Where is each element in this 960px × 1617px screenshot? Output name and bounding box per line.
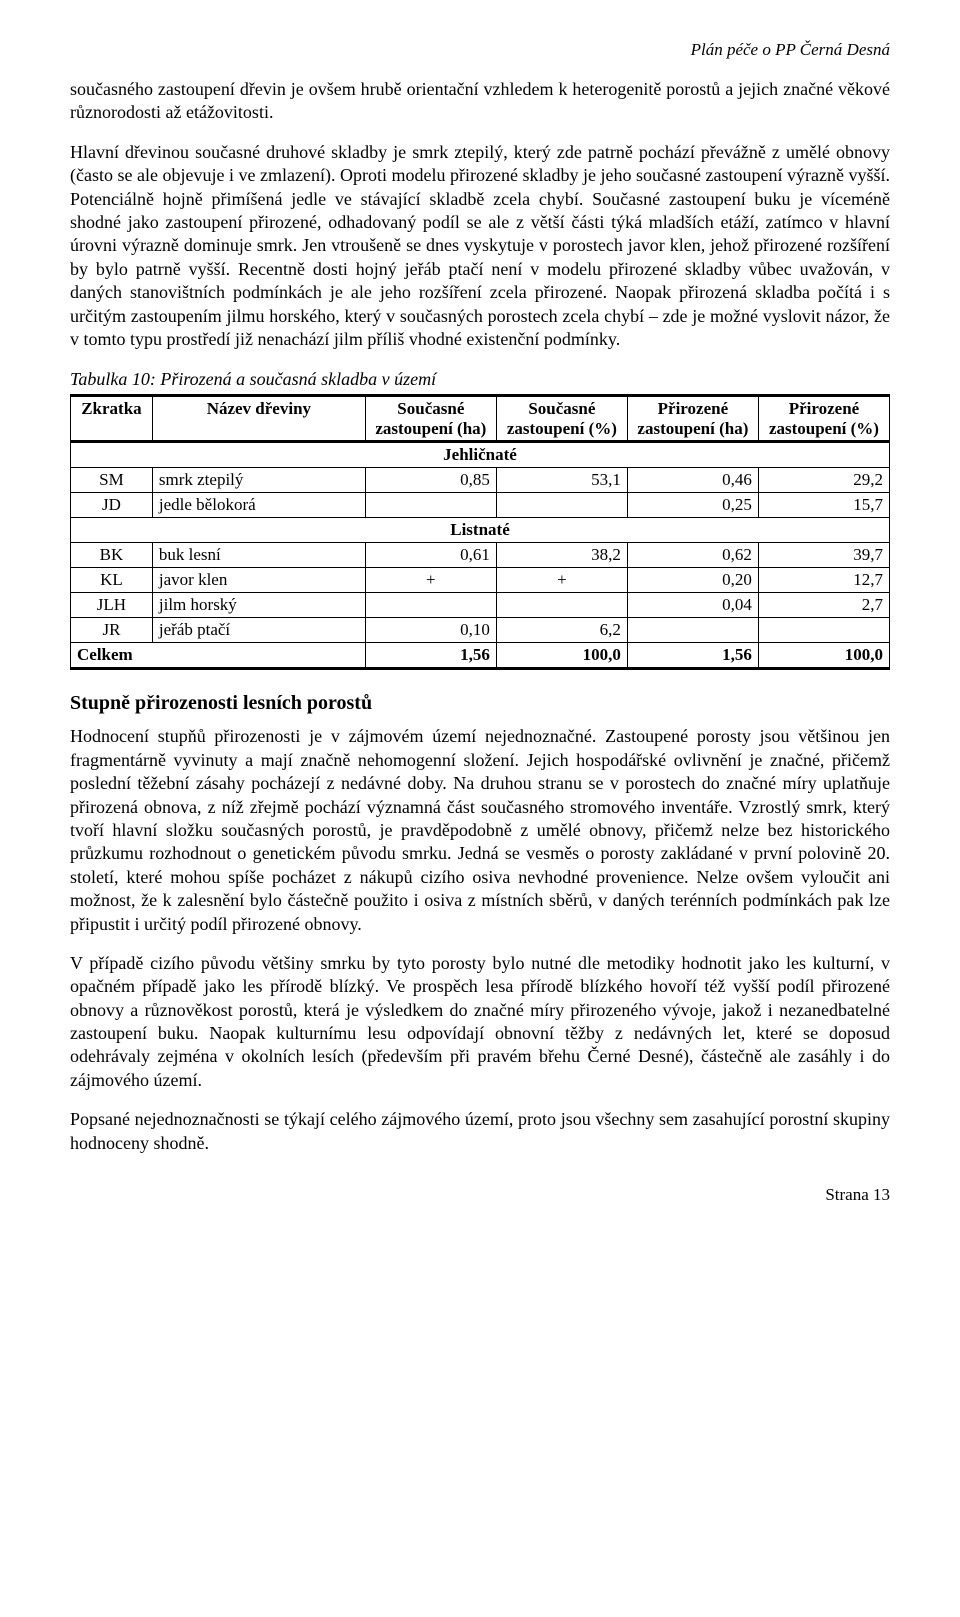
table-row: KL javor klen + + 0,20 12,7	[71, 568, 890, 593]
paragraph-4: V případě cizího původu většiny smrku by…	[70, 952, 890, 1092]
th-souc-pct: Současné zastoupení (%)	[496, 396, 627, 442]
cell-spct	[496, 593, 627, 618]
cell-ppct: 2,7	[758, 593, 889, 618]
cell-name: jedle bělokorá	[152, 493, 365, 518]
cell-ppct: 39,7	[758, 543, 889, 568]
cell-ppct	[758, 618, 889, 643]
paragraph-3: Hodnocení stupňů přirozenosti je v zájmo…	[70, 725, 890, 936]
cell-pha	[627, 618, 758, 643]
cell-sha	[365, 493, 496, 518]
cell-sha: +	[365, 568, 496, 593]
cell-spct: +	[496, 568, 627, 593]
table-header-row: Zkratka Název dřeviny Současné zastoupen…	[71, 396, 890, 442]
heading-stupne: Stupně přirozenosti lesních porostů	[70, 692, 890, 715]
cell-name: jilm horský	[152, 593, 365, 618]
cell-ppct: 12,7	[758, 568, 889, 593]
cell-sha: 0,10	[365, 618, 496, 643]
paragraph-2: Hlavní dřevinou současné druhové skladby…	[70, 141, 890, 352]
cell-total-sha: 1,56	[365, 643, 496, 669]
cell-name: buk lesní	[152, 543, 365, 568]
table-section-row: Jehličnaté	[71, 442, 890, 468]
cell-zk: JD	[71, 493, 153, 518]
cell-spct	[496, 493, 627, 518]
paragraph-1: současného zastoupení dřevin je ovšem hr…	[70, 78, 890, 125]
table-10: Zkratka Název dřeviny Současné zastoupen…	[70, 394, 890, 670]
cell-name: jeřáb ptačí	[152, 618, 365, 643]
cell-zk: JLH	[71, 593, 153, 618]
cell-zk: KL	[71, 568, 153, 593]
table-row: SM smrk ztepilý 0,85 53,1 0,46 29,2	[71, 468, 890, 493]
cell-pha: 0,20	[627, 568, 758, 593]
cell-total-ppct: 100,0	[758, 643, 889, 669]
cell-spct: 53,1	[496, 468, 627, 493]
cell-sha: 0,85	[365, 468, 496, 493]
table-total-row: Celkem 1,56 100,0 1,56 100,0	[71, 643, 890, 669]
cell-spct: 6,2	[496, 618, 627, 643]
section-listnate: Listnaté	[71, 518, 890, 543]
cell-sha: 0,61	[365, 543, 496, 568]
cell-total-pha: 1,56	[627, 643, 758, 669]
cell-total-label: Celkem	[71, 643, 366, 669]
table-row: JLH jilm horský 0,04 2,7	[71, 593, 890, 618]
cell-ppct: 29,2	[758, 468, 889, 493]
th-nazev: Název dřeviny	[152, 396, 365, 442]
th-souc-ha: Současné zastoupení (ha)	[365, 396, 496, 442]
page: Plán péče o PP Černá Desná současného za…	[0, 0, 960, 1245]
cell-pha: 0,04	[627, 593, 758, 618]
cell-zk: JR	[71, 618, 153, 643]
cell-name: javor klen	[152, 568, 365, 593]
cell-pha: 0,25	[627, 493, 758, 518]
section-jehlicnate: Jehličnaté	[71, 442, 890, 468]
cell-ppct: 15,7	[758, 493, 889, 518]
table-row: JR jeřáb ptačí 0,10 6,2	[71, 618, 890, 643]
cell-zk: BK	[71, 543, 153, 568]
cell-pha: 0,62	[627, 543, 758, 568]
table-row: JD jedle bělokorá 0,25 15,7	[71, 493, 890, 518]
cell-total-spct: 100,0	[496, 643, 627, 669]
cell-spct: 38,2	[496, 543, 627, 568]
th-prir-ha: Přirozené zastoupení (ha)	[627, 396, 758, 442]
doc-title: Plán péče o PP Černá Desná	[70, 40, 890, 60]
cell-name: smrk ztepilý	[152, 468, 365, 493]
paragraph-5: Popsané nejednoznačnosti se týkají celéh…	[70, 1108, 890, 1155]
cell-pha: 0,46	[627, 468, 758, 493]
th-prir-pct: Přirozené zastoupení (%)	[758, 396, 889, 442]
cell-zk: SM	[71, 468, 153, 493]
table-row: BK buk lesní 0,61 38,2 0,62 39,7	[71, 543, 890, 568]
th-zkratka: Zkratka	[71, 396, 153, 442]
table-10-caption: Tabulka 10: Přirozená a současná skladba…	[70, 369, 890, 390]
page-number: Strana 13	[70, 1185, 890, 1205]
table-section-row: Listnaté	[71, 518, 890, 543]
cell-sha	[365, 593, 496, 618]
